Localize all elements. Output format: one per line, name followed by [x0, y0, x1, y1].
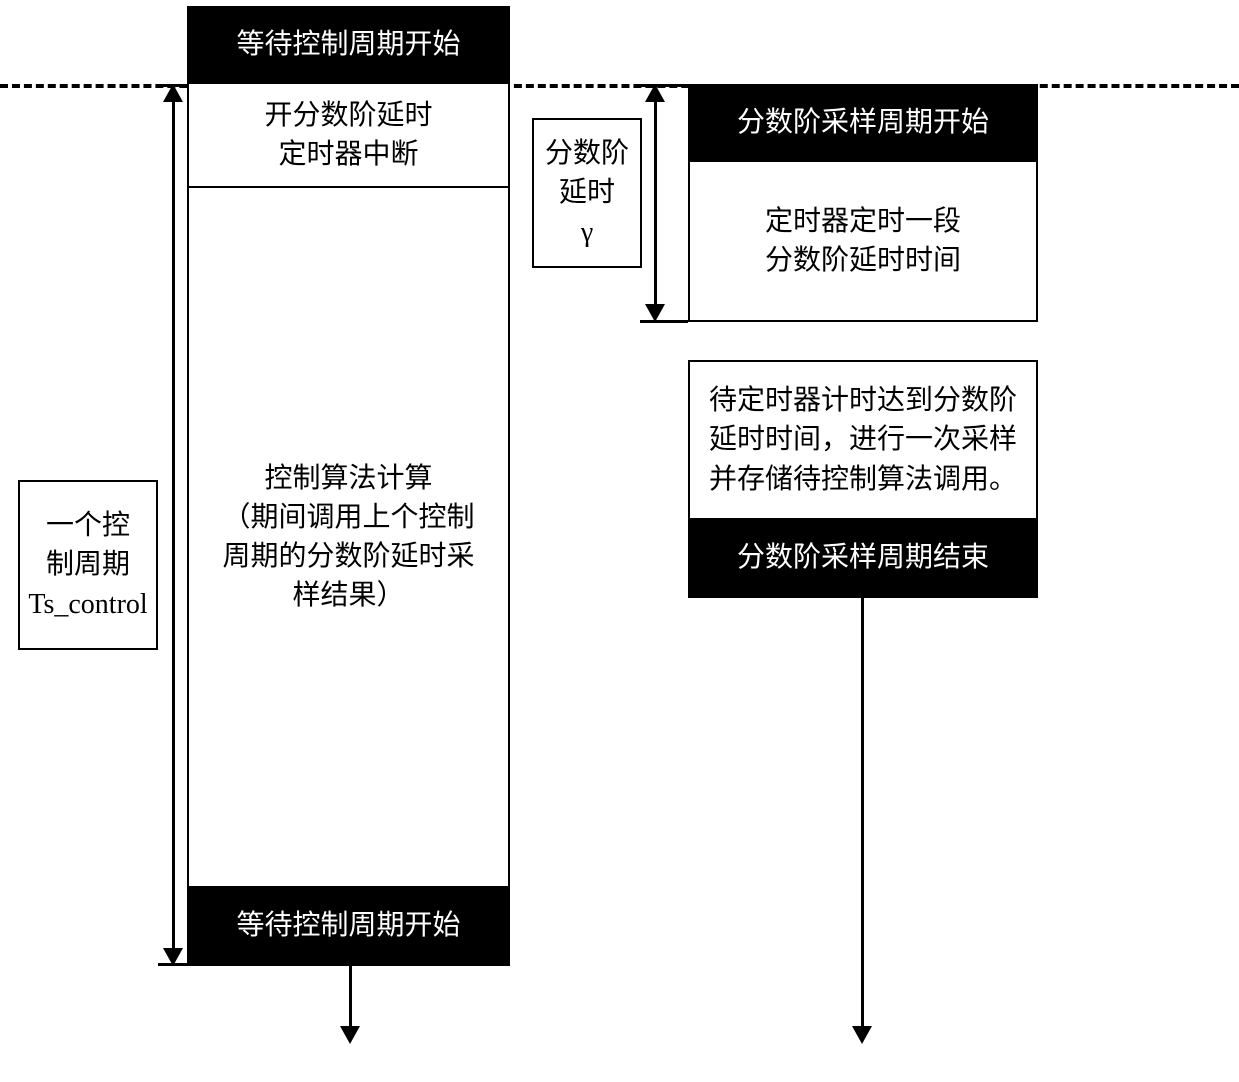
- right-cell-2: 待定时器计时达到分数阶 延时时间，进行一次采样 并存储待控制算法调用。: [688, 360, 1038, 520]
- mid-label-line2: 延时: [559, 173, 615, 212]
- left-footer-text: 等待控制周期开始: [236, 906, 460, 945]
- left-header-text: 等待控制周期开始: [236, 25, 460, 64]
- right-cell2-line2: 延时时间，进行一次采样: [709, 420, 1017, 459]
- right-header-text: 分数阶采样周期开始: [737, 103, 989, 142]
- right-header: 分数阶采样周期开始: [688, 84, 1038, 162]
- left-cell2-line1: 控制算法计算: [264, 459, 432, 498]
- mid-label-line1: 分数阶: [545, 134, 629, 173]
- right-cell2-line1: 待定时器计时达到分数阶: [709, 381, 1017, 420]
- right-cell1-line1: 定时器定时一段: [765, 202, 961, 241]
- mid-label-line3: γ: [581, 213, 593, 252]
- left-cell2-line4: 样结果）: [292, 576, 404, 615]
- left-label-line1: 一个控: [46, 506, 130, 545]
- left-cell1-line1: 开分数阶延时: [264, 96, 432, 135]
- right-cell-1: 定时器定时一段 分数阶延时时间: [688, 162, 1038, 322]
- left-main-arrow-head: [340, 1026, 360, 1044]
- left-bracket-line: [172, 92, 175, 958]
- right-main-arrow-head: [852, 1026, 872, 1044]
- left-cell1-line2: 定时器中断: [278, 135, 418, 174]
- left-bracket-tick-bottom: [158, 963, 188, 966]
- left-header: 等待控制周期开始: [187, 6, 510, 84]
- mid-delay-label: 分数阶 延时 γ: [532, 118, 642, 268]
- left-bracket-tick-top: [158, 84, 188, 87]
- right-cell1-line2: 分数阶延时时间: [765, 241, 961, 280]
- right-main-arrow-line: [861, 598, 864, 1030]
- mid-bracket-line: [654, 92, 657, 314]
- left-cell-2: 控制算法计算 （期间调用上个控制 周期的分数阶延时采 样结果）: [187, 188, 510, 888]
- left-cell2-line3: 周期的分数阶延时采: [222, 537, 474, 576]
- left-cell2-line2: （期间调用上个控制: [222, 498, 474, 537]
- left-footer: 等待控制周期开始: [187, 888, 510, 966]
- mid-bracket-tick-top: [640, 84, 688, 87]
- left-label-line3: Ts_control: [28, 585, 147, 624]
- left-main-arrow-line: [349, 966, 352, 1030]
- right-cell2-line3: 并存储待控制算法调用。: [709, 460, 1017, 499]
- left-period-label: 一个控 制周期 Ts_control: [18, 480, 158, 650]
- right-footer-text: 分数阶采样周期结束: [737, 538, 989, 577]
- right-footer: 分数阶采样周期结束: [688, 520, 1038, 598]
- mid-bracket-tick-bottom: [640, 320, 688, 323]
- left-label-line2: 制周期: [46, 545, 130, 584]
- left-cell-1: 开分数阶延时 定时器中断: [187, 84, 510, 188]
